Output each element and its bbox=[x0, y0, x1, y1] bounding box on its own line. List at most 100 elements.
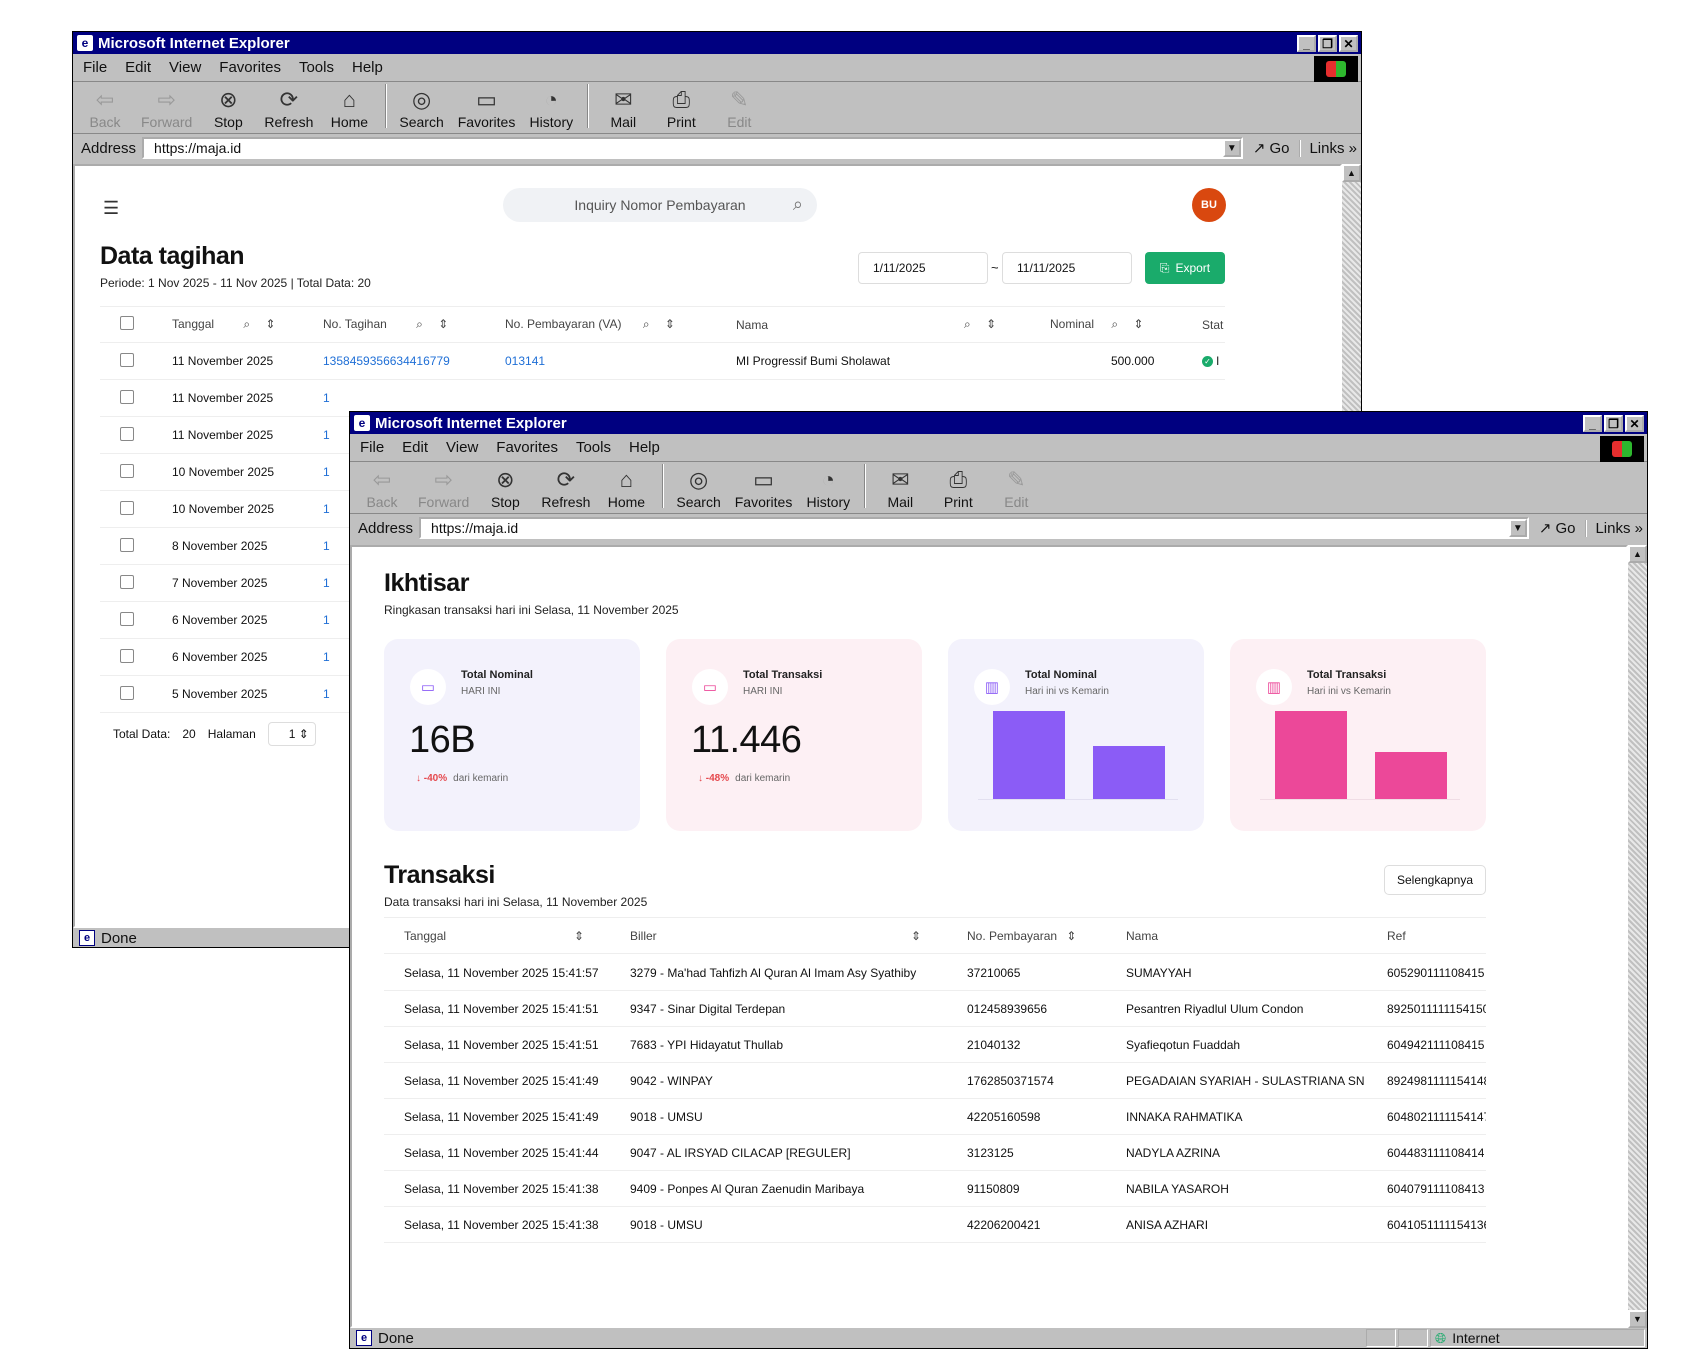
search-icon[interactable]: ⌕ bbox=[243, 317, 251, 331]
print-button[interactable]: ⎙ Print bbox=[943, 467, 973, 511]
cell-no-tagihan[interactable]: 1 bbox=[323, 539, 330, 553]
cell-no-tagihan[interactable]: 1 bbox=[323, 428, 330, 442]
col-va[interactable]: No. Pembayaran (VA) ⌕ ⇕ bbox=[505, 317, 675, 331]
mail-button[interactable]: ✉ Mail bbox=[610, 87, 637, 131]
sort-icon[interactable]: ⇕ bbox=[986, 317, 997, 331]
row-checkbox[interactable] bbox=[120, 352, 134, 370]
sort-icon[interactable]: ⇕ bbox=[438, 317, 449, 331]
col-nama[interactable]: Nama bbox=[736, 317, 769, 332]
table-row[interactable]: Selasa, 11 November 2025 15:41:51 9347 - … bbox=[384, 991, 1486, 1027]
table-row[interactable]: Selasa, 11 November 2025 15:41:51 7683 - … bbox=[384, 1027, 1486, 1063]
row-checkbox[interactable] bbox=[120, 574, 134, 592]
export-button[interactable]: ⎘ Export bbox=[1145, 252, 1225, 284]
menu-help[interactable]: Help bbox=[352, 59, 383, 76]
sort-icon[interactable]: ⇕ bbox=[265, 317, 276, 331]
scroll-down-icon[interactable]: ▼ bbox=[1628, 1310, 1647, 1328]
search-icon[interactable]: ⌕ bbox=[1111, 317, 1119, 331]
scroll-up-icon[interactable]: ▲ bbox=[1628, 545, 1647, 563]
table-row[interactable]: Selasa, 11 November 2025 15:41:38 9018 - … bbox=[384, 1207, 1486, 1243]
col-ref[interactable]: Ref bbox=[1387, 928, 1406, 943]
go-button[interactable]: ↗ Go bbox=[1252, 139, 1290, 158]
row-checkbox[interactable] bbox=[120, 611, 134, 629]
col-tanggal[interactable]: Tanggal bbox=[404, 928, 447, 943]
edit-button[interactable]: ✎ Edit bbox=[1004, 467, 1029, 511]
refresh-button[interactable]: ⟳ Refresh bbox=[541, 467, 591, 511]
menu-file[interactable]: File bbox=[360, 439, 385, 456]
selengkapnya-button[interactable]: Selengkapnya bbox=[1384, 865, 1486, 895]
stop-button[interactable]: ⊗ Stop bbox=[490, 467, 520, 511]
col-nominal[interactable]: Nominal ⌕ ⇕ bbox=[1050, 317, 1144, 331]
table-row[interactable]: Selasa, 11 November 2025 15:41:57 3279 - … bbox=[384, 955, 1486, 991]
address-dropdown-icon[interactable]: ▼ bbox=[1508, 519, 1527, 537]
menu-tools[interactable]: Tools bbox=[298, 59, 334, 76]
back-button[interactable]: ⇦ Back bbox=[89, 87, 121, 131]
cell-no-tagihan[interactable]: 1 bbox=[323, 391, 330, 405]
favorites-button[interactable]: ▭ Favorites bbox=[457, 87, 516, 131]
cell-va[interactable]: 013141 bbox=[505, 354, 546, 368]
row-checkbox[interactable] bbox=[120, 426, 134, 444]
cell-no-tagihan[interactable]: 1 bbox=[323, 576, 330, 590]
menu-view[interactable]: View bbox=[446, 439, 479, 456]
sort-icon[interactable]: ⇕ bbox=[1133, 317, 1144, 331]
sort-icon[interactable]: ⇕ bbox=[574, 928, 585, 943]
vertical-scrollbar[interactable]: ▲ ▼ bbox=[1628, 545, 1647, 1328]
search-icon[interactable]: ⌕ bbox=[642, 317, 650, 331]
cell-no-tagihan[interactable]: 1 bbox=[323, 613, 330, 627]
forward-button[interactable]: ⇨ Forward bbox=[418, 467, 470, 511]
restore-button[interactable]: ❐ bbox=[1318, 35, 1337, 52]
col-status[interactable]: Stat bbox=[1202, 317, 1224, 332]
sort-icon[interactable]: ⇕ bbox=[664, 317, 675, 331]
cell-no-tagihan[interactable]: 1 bbox=[323, 650, 330, 664]
table-row[interactable]: Selasa, 11 November 2025 15:41:44 9047 - … bbox=[384, 1135, 1486, 1171]
row-checkbox[interactable] bbox=[120, 500, 134, 518]
history-button[interactable]: ◔ History bbox=[529, 87, 574, 131]
col-biller[interactable]: Biller bbox=[630, 928, 657, 943]
cell-no-tagihan[interactable]: 1358459356634416779 bbox=[323, 354, 450, 368]
menu-edit[interactable]: Edit bbox=[125, 59, 152, 76]
col-no-pembayaran[interactable]: No. Pembayaran ⇕ bbox=[967, 928, 1077, 943]
row-checkbox[interactable] bbox=[120, 389, 134, 407]
forward-button[interactable]: ⇨ Forward bbox=[141, 87, 193, 131]
minimize-button[interactable]: _ bbox=[1583, 415, 1602, 432]
menu-view[interactable]: View bbox=[169, 59, 202, 76]
search-button[interactable]: ◎ Search bbox=[399, 87, 444, 131]
menu-tools[interactable]: Tools bbox=[575, 439, 611, 456]
page-input[interactable]: 1 ⇕ bbox=[267, 722, 316, 746]
cell-no-tagihan[interactable]: 1 bbox=[323, 687, 330, 701]
scroll-up-icon[interactable]: ▲ bbox=[1342, 164, 1361, 182]
col-nama[interactable]: Nama bbox=[1126, 928, 1159, 943]
menu-favorites[interactable]: Favorites bbox=[219, 59, 281, 76]
cell-no-tagihan[interactable]: 1 bbox=[323, 465, 330, 479]
title-bar[interactable]: e Microsoft Internet Explorer _ ❐ ✕ bbox=[350, 412, 1647, 434]
close-button[interactable]: ✕ bbox=[1625, 415, 1644, 432]
search-button[interactable]: ◎ Search bbox=[676, 467, 721, 511]
date-to-input[interactable]: 11/11/2025 bbox=[1002, 252, 1132, 284]
edit-button[interactable]: ✎ Edit bbox=[727, 87, 752, 131]
col-tanggal[interactable]: Tanggal ⌕ ⇕ bbox=[172, 317, 276, 331]
cell-no-tagihan[interactable]: 1 bbox=[323, 502, 330, 516]
print-button[interactable]: ⎙ Print bbox=[666, 87, 696, 131]
close-button[interactable]: ✕ bbox=[1339, 35, 1358, 52]
menu-help[interactable]: Help bbox=[629, 439, 660, 456]
hamburger-menu-icon[interactable]: ☰ bbox=[103, 198, 120, 218]
links-button[interactable]: Links » bbox=[1299, 139, 1357, 157]
row-checkbox[interactable] bbox=[120, 537, 134, 555]
restore-button[interactable]: ❐ bbox=[1604, 415, 1623, 432]
menu-file[interactable]: File bbox=[83, 59, 108, 76]
table-row[interactable]: Selasa, 11 November 2025 15:41:49 9018 - … bbox=[384, 1099, 1486, 1135]
back-button[interactable]: ⇦ Back bbox=[366, 467, 398, 511]
search-icon[interactable]: ⌕ ⇕ bbox=[964, 317, 997, 331]
select-all-checkbox[interactable] bbox=[120, 316, 134, 333]
sort-icon[interactable]: ⇕ bbox=[1066, 928, 1077, 943]
mail-button[interactable]: ✉ Mail bbox=[887, 467, 914, 511]
home-button[interactable]: ⌂ Home bbox=[330, 87, 369, 131]
inquiry-search-input[interactable]: Inquiry Nomor Pembayaran ⌕ bbox=[503, 188, 817, 222]
address-input[interactable]: https://maja.id ▼ bbox=[419, 517, 1529, 539]
menu-favorites[interactable]: Favorites bbox=[496, 439, 558, 456]
minimize-button[interactable]: _ bbox=[1297, 35, 1316, 52]
favorites-button[interactable]: ▭ Favorites bbox=[734, 467, 793, 511]
sort-icon[interactable]: ⇕ bbox=[911, 928, 922, 943]
avatar[interactable]: BU bbox=[1192, 188, 1226, 222]
stop-button[interactable]: ⊗ Stop bbox=[213, 87, 243, 131]
home-button[interactable]: ⌂ Home bbox=[607, 467, 646, 511]
